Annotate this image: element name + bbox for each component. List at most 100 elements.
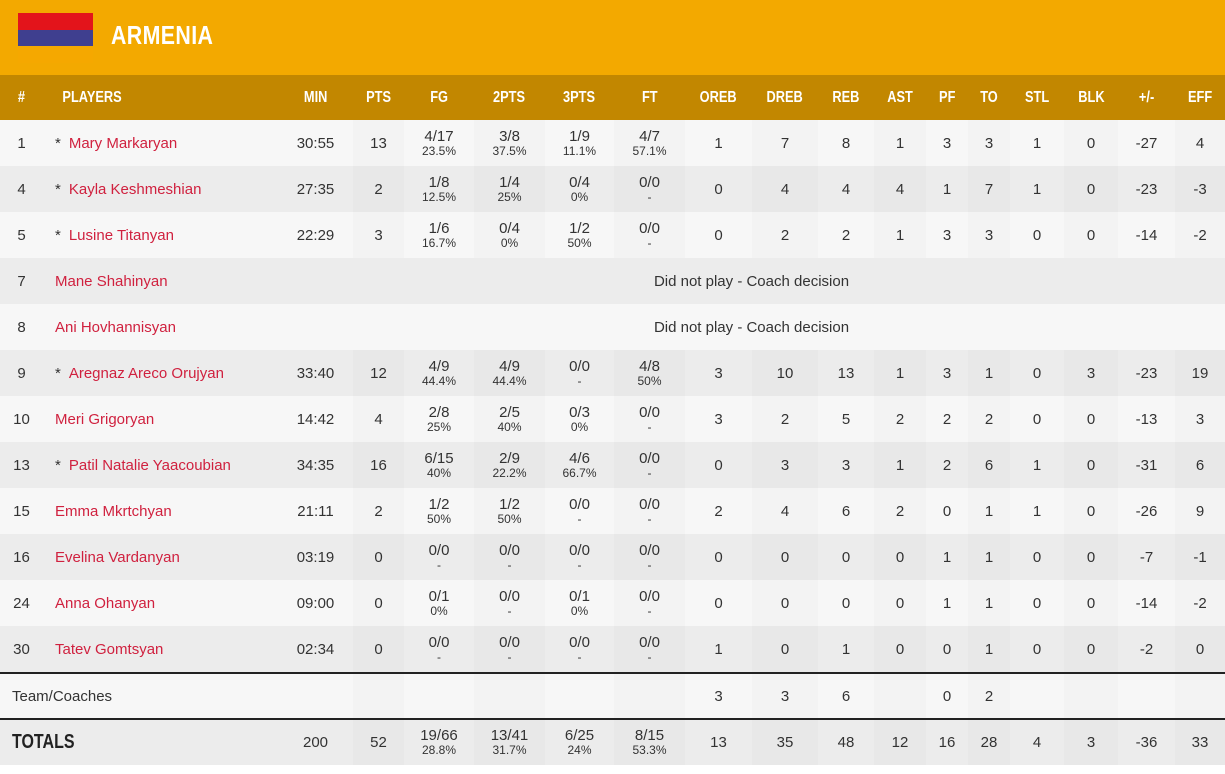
player-name-link[interactable]: Kayla Keshmeshian bbox=[68, 180, 202, 198]
stat-ast bbox=[874, 672, 926, 719]
stat-fg: 1/2 50% bbox=[404, 488, 474, 534]
column-header[interactable]: FG bbox=[404, 75, 474, 120]
player-name-link[interactable]: Lusine Titanyan bbox=[68, 226, 174, 244]
player-name-link[interactable]: Anna Ohanyan bbox=[55, 594, 156, 612]
stat-to: 1 bbox=[968, 350, 1010, 396]
column-header[interactable]: BLK bbox=[1064, 75, 1118, 120]
column-header[interactable]: STL bbox=[1010, 75, 1064, 120]
stat-percentage: 66.7% bbox=[562, 465, 597, 480]
column-header[interactable]: OREB bbox=[685, 75, 752, 120]
column-header[interactable]: +/- bbox=[1118, 75, 1175, 120]
stat-percentage: - bbox=[647, 603, 652, 618]
player-name-cell: Meri Grigoryan bbox=[43, 396, 278, 442]
stat-p3: 0/3 0% bbox=[545, 396, 614, 442]
column-header[interactable]: DREB bbox=[752, 75, 818, 120]
team-coaches-label: Team/Coaches bbox=[0, 672, 278, 719]
player-name-cell: * Lusine Titanyan bbox=[43, 212, 278, 258]
stat-percentage: - bbox=[437, 557, 441, 572]
stat-to: 7 bbox=[968, 166, 1010, 212]
column-header-label: STL bbox=[1024, 88, 1050, 106]
stat-percentage: 0% bbox=[570, 189, 589, 204]
stat-made-attempted: 0/0 bbox=[639, 587, 660, 605]
player-name-link[interactable]: Mane Shahinyan bbox=[55, 272, 168, 290]
stat-oreb: 3 bbox=[685, 672, 752, 719]
stat-percentage: - bbox=[577, 511, 582, 526]
column-header-label: 3PTS bbox=[563, 88, 596, 106]
stat-dreb: 2 bbox=[752, 212, 818, 258]
stat-percentage: - bbox=[577, 649, 582, 664]
player-name-link[interactable]: Emma Mkrtchyan bbox=[55, 502, 172, 520]
player-row: 8 Ani Hovhannisyan Did not play - Coach de… bbox=[0, 304, 1225, 350]
stat-made-attempted: 1/6 bbox=[428, 219, 450, 237]
player-name-link[interactable]: Tatev Gomtsyan bbox=[55, 640, 164, 658]
stat-percentage: 31.7% bbox=[492, 743, 527, 757]
player-name-link[interactable]: Aregnaz Areco Orujyan bbox=[68, 364, 224, 382]
stat-oreb: 0 bbox=[685, 212, 752, 258]
column-header[interactable]: 2PTS bbox=[474, 75, 545, 120]
player-number: 24 bbox=[0, 580, 43, 626]
player-number: 1 bbox=[0, 120, 43, 166]
stat-ast: 0 bbox=[874, 580, 926, 626]
stat-oreb: 2 bbox=[685, 488, 752, 534]
stat-dreb: 7 bbox=[752, 120, 818, 166]
stat-pts: 0 bbox=[353, 534, 404, 580]
stat-eff: -2 bbox=[1175, 580, 1225, 626]
stat-to: 2 bbox=[968, 396, 1010, 442]
column-header[interactable]: # bbox=[0, 75, 43, 120]
stat-p3: 0/4 0% bbox=[545, 166, 614, 212]
column-header[interactable]: PTS bbox=[353, 75, 404, 120]
stat-pm bbox=[1118, 672, 1175, 719]
stat-percentage: 25% bbox=[426, 419, 452, 434]
column-header[interactable]: TO bbox=[968, 75, 1010, 120]
stat-oreb: 3 bbox=[685, 396, 752, 442]
stat-percentage: 44.4% bbox=[492, 373, 527, 388]
stat-reb: 1 bbox=[818, 626, 874, 673]
stat-made-attempted: 4/9 bbox=[428, 357, 450, 375]
stat-fg bbox=[404, 672, 474, 719]
stat-min: 21:11 bbox=[278, 488, 353, 534]
column-header[interactable]: REB bbox=[818, 75, 874, 120]
stat-stl: 1 bbox=[1010, 166, 1064, 212]
player-name-cell: * Mary Markaryan bbox=[43, 120, 278, 166]
stat-ast: 1 bbox=[874, 442, 926, 488]
stat-made-attempted: 0/1 bbox=[569, 587, 590, 605]
player-name-link[interactable]: Ani Hovhannisyan bbox=[55, 318, 176, 336]
column-header[interactable]: AST bbox=[874, 75, 926, 120]
stat-ast: 1 bbox=[874, 350, 926, 396]
player-name-link[interactable]: Mary Markaryan bbox=[68, 134, 178, 152]
stat-p3: 0/1 0% bbox=[545, 580, 614, 626]
column-header[interactable]: PF bbox=[926, 75, 968, 120]
stat-p2: 0/0- bbox=[474, 580, 545, 626]
stat-dreb: 2 bbox=[752, 396, 818, 442]
stat-percentage: 0% bbox=[570, 419, 589, 434]
stat-blk: 0 bbox=[1064, 534, 1118, 580]
column-header[interactable]: MIN bbox=[278, 75, 353, 120]
player-name-link[interactable]: Meri Grigoryan bbox=[55, 410, 155, 428]
column-header[interactable]: 3PTS bbox=[545, 75, 614, 120]
stat-p2: 13/41 31.7% bbox=[474, 718, 545, 765]
stat-pm: -26 bbox=[1118, 488, 1175, 534]
column-header[interactable]: PLAYERS bbox=[43, 75, 278, 120]
stat-eff: 0 bbox=[1175, 626, 1225, 673]
player-row: 4 * Kayla Keshmeshian 27:35 2 1/8 12.5% 1/4 25% 0… bbox=[0, 166, 1225, 212]
column-header[interactable]: EFF bbox=[1175, 75, 1225, 120]
column-header[interactable]: FT bbox=[614, 75, 685, 120]
stat-blk: 0 bbox=[1064, 488, 1118, 534]
player-row: 15 Emma Mkrtchyan 21:11 2 1/2 50% 1/2 50% 0/0-0/… bbox=[0, 488, 1225, 534]
stat-pts: 52 bbox=[353, 718, 404, 765]
stat-percentage: - bbox=[647, 511, 652, 526]
stat-fg: 1/8 12.5% bbox=[404, 166, 474, 212]
stat-to: 2 bbox=[968, 672, 1010, 719]
stat-p2: 3/8 37.5% bbox=[474, 120, 545, 166]
stat-p3: 0/0- bbox=[545, 488, 614, 534]
stat-percentage: 50% bbox=[637, 373, 662, 388]
column-header-label: 2PTS bbox=[493, 88, 526, 106]
stat-fg: 2/8 25% bbox=[404, 396, 474, 442]
column-header-label: REB bbox=[832, 88, 860, 106]
stat-made-attempted: 3/8 bbox=[499, 127, 520, 145]
player-name-link[interactable]: Evelina Vardanyan bbox=[55, 548, 180, 566]
stat-percentage: 40% bbox=[497, 419, 522, 434]
player-name-link[interactable]: Patil Natalie Yaacoubian bbox=[68, 456, 231, 474]
stat-pm: -14 bbox=[1118, 212, 1175, 258]
stat-made-attempted: 0/0 bbox=[428, 541, 450, 559]
